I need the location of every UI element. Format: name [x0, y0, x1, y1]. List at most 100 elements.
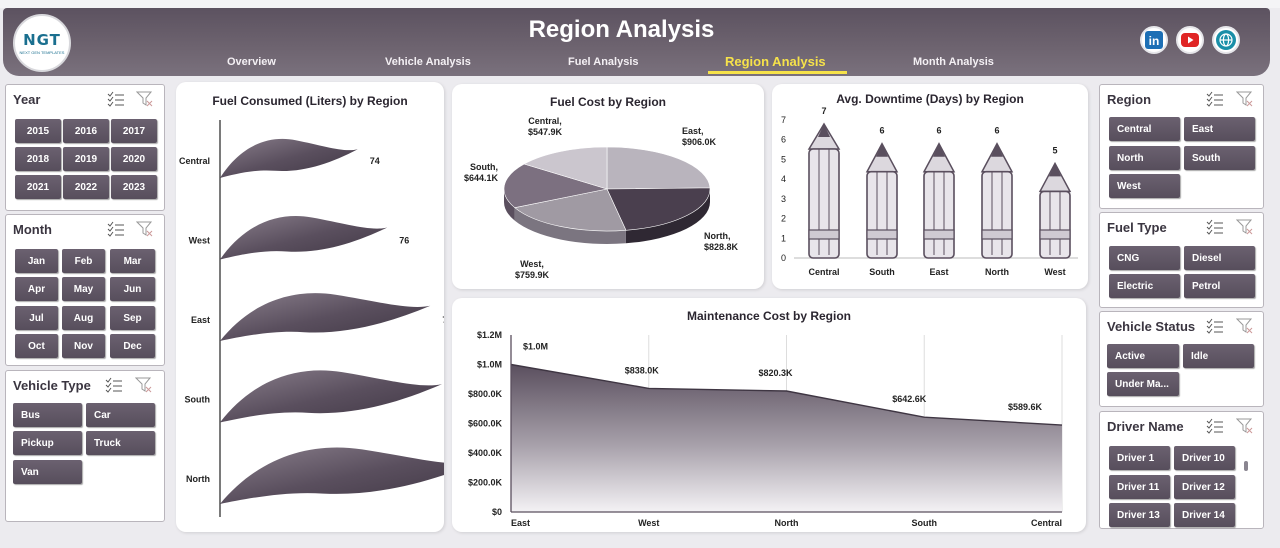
month-slicer-title: Month	[13, 222, 52, 237]
youtube-icon[interactable]	[1176, 26, 1204, 54]
category-label: North	[775, 518, 799, 528]
vehicle-type-bus-button[interactable]: Bus	[13, 403, 82, 427]
driver-14-button[interactable]: Driver 14	[1174, 503, 1235, 527]
driver-13-button[interactable]: Driver 13	[1109, 503, 1170, 527]
multi-select-icon[interactable]	[1206, 91, 1224, 107]
header-banner: NGT NEXT GEN TEMPLATES Region Analysis O…	[3, 8, 1270, 76]
multi-select-icon[interactable]	[1206, 219, 1224, 235]
y-tick-label: 0	[781, 253, 786, 263]
driver-12-button[interactable]: Driver 12	[1174, 475, 1235, 499]
month-feb-button[interactable]: Feb	[62, 249, 105, 273]
fuel-consumed-plot: Central74West76East79South79North81	[179, 120, 444, 517]
driver-11-button[interactable]: Driver 11	[1109, 475, 1170, 499]
clear-filter-icon[interactable]	[1236, 219, 1254, 235]
y-tick-label: $0	[492, 507, 502, 517]
clear-filter-icon[interactable]	[1236, 418, 1254, 434]
fuel-type-slicer-title: Fuel Type	[1107, 220, 1167, 235]
tab-overview[interactable]: Overview	[227, 56, 276, 68]
month-dec-button[interactable]: Dec	[110, 334, 155, 358]
linkedin-icon[interactable]: in	[1140, 26, 1168, 54]
year-2018-button[interactable]: 2018	[15, 147, 61, 171]
vehicle-type-pickup-button[interactable]: Pickup	[13, 431, 82, 455]
status-active-button[interactable]: Active	[1107, 344, 1179, 368]
clear-filter-icon[interactable]	[1236, 91, 1254, 107]
vehicle-type-car-button[interactable]: Car	[86, 403, 155, 427]
year-2016-button[interactable]: 2016	[63, 119, 109, 143]
year-slicer: Year 2015 2016 2017 2018 2019 2020 2021 …	[5, 84, 165, 211]
fuel-type-diesel-button[interactable]: Diesel	[1184, 246, 1255, 270]
status-under-maintenance-button[interactable]: Under Ma...	[1107, 372, 1179, 396]
year-2022-button[interactable]: 2022	[63, 175, 109, 199]
tab-fuel-analysis[interactable]: Fuel Analysis	[568, 56, 639, 68]
category-label: East	[191, 315, 210, 325]
month-aug-button[interactable]: Aug	[62, 306, 105, 330]
year-slicer-title: Year	[13, 92, 41, 107]
month-may-button[interactable]: May	[62, 277, 105, 301]
year-2017-button[interactable]: 2017	[111, 119, 157, 143]
pencil-bar-north	[980, 142, 1014, 259]
tab-region-analysis[interactable]: Region Analysis	[725, 54, 826, 69]
data-label: $642.6K	[892, 394, 927, 404]
month-mar-button[interactable]: Mar	[110, 249, 155, 273]
fuel-type-petrol-button[interactable]: Petrol	[1184, 274, 1255, 298]
y-tick-label: 6	[781, 135, 786, 145]
region-east-button[interactable]: East	[1184, 117, 1255, 141]
category-label: South	[185, 395, 211, 405]
year-2023-button[interactable]: 2023	[111, 175, 157, 199]
driver-10-button[interactable]: Driver 10	[1174, 446, 1235, 470]
y-tick-label: 3	[781, 194, 786, 204]
driver-slicer-scrollbar[interactable]	[1244, 461, 1248, 471]
vehicle-type-truck-button[interactable]: Truck	[86, 431, 155, 455]
logo-subtext: NEXT GEN TEMPLATES	[19, 50, 65, 55]
region-slicer: Region Central East North South West	[1099, 84, 1264, 209]
region-south-button[interactable]: South	[1184, 146, 1255, 170]
ngt-logo: NGT NEXT GEN TEMPLATES	[13, 14, 71, 72]
logo-text: NGT	[23, 31, 61, 49]
category-label: East	[511, 518, 530, 528]
globe-icon[interactable]	[1212, 26, 1240, 54]
tab-vehicle-analysis[interactable]: Vehicle Analysis	[385, 56, 471, 68]
multi-select-icon[interactable]	[107, 221, 125, 237]
y-tick-label: $1.2M	[477, 330, 502, 340]
month-apr-button[interactable]: Apr	[15, 277, 58, 301]
pie-slice-side	[625, 189, 710, 244]
month-jan-button[interactable]: Jan	[15, 249, 58, 273]
chart-title: Maintenance Cost by Region	[686, 309, 852, 323]
pie-data-label: North, $828.8K	[704, 231, 739, 252]
flag-bar-central	[220, 138, 358, 178]
region-central-button[interactable]: Central	[1109, 117, 1180, 141]
year-2021-button[interactable]: 2021	[15, 175, 61, 199]
category-label: West	[638, 518, 659, 528]
month-jul-button[interactable]: Jul	[15, 306, 58, 330]
year-2019-button[interactable]: 2019	[63, 147, 109, 171]
month-nov-button[interactable]: Nov	[62, 334, 105, 358]
month-sep-button[interactable]: Sep	[110, 306, 155, 330]
clear-filter-icon[interactable]	[135, 377, 153, 393]
pie-slice-south	[503, 163, 608, 208]
downtime-chart: Avg. Downtime (Days) by Region 0 1 2 3 4 5 6 7 7…	[772, 84, 1088, 289]
fuel-cost-plot: East, $906.0K North, $828.8K West, $759.9K Sou…	[464, 116, 739, 280]
clear-filter-icon[interactable]	[136, 91, 154, 107]
month-oct-button[interactable]: Oct	[15, 334, 58, 358]
region-north-button[interactable]: North	[1109, 146, 1180, 170]
multi-select-icon[interactable]	[105, 377, 123, 393]
month-jun-button[interactable]: Jun	[110, 277, 155, 301]
tab-month-analysis[interactable]: Month Analysis	[913, 56, 994, 68]
multi-select-icon[interactable]	[107, 91, 125, 107]
multi-select-icon[interactable]	[1206, 418, 1224, 434]
fuel-type-cng-button[interactable]: CNG	[1109, 246, 1180, 270]
fuel-type-electric-button[interactable]: Electric	[1109, 274, 1180, 298]
clear-filter-icon[interactable]	[136, 221, 154, 237]
multi-select-icon[interactable]	[1206, 318, 1224, 334]
category-label: West	[1044, 267, 1065, 277]
pie-slice-side	[514, 207, 626, 244]
vehicle-type-van-button[interactable]: Van	[13, 460, 82, 484]
region-west-button[interactable]: West	[1109, 174, 1180, 198]
driver-1-button[interactable]: Driver 1	[1109, 446, 1170, 470]
clear-filter-icon[interactable]	[1236, 318, 1254, 334]
year-2020-button[interactable]: 2020	[111, 147, 157, 171]
category-label: Central	[1031, 518, 1062, 528]
year-2015-button[interactable]: 2015	[15, 119, 61, 143]
status-idle-button[interactable]: Idle	[1183, 344, 1254, 368]
y-tick-label: 4	[781, 174, 786, 184]
